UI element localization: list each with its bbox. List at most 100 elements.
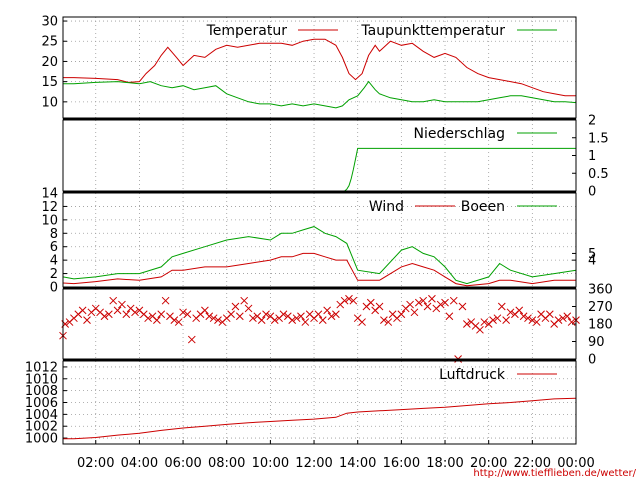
data-point	[489, 316, 497, 324]
legend-label-niederschlag: Niederschlag	[414, 126, 505, 142]
right-tick-label: 0.5	[588, 167, 609, 182]
data-point	[144, 314, 152, 323]
data-point	[380, 316, 388, 324]
data-point	[567, 318, 576, 326]
y-tick-label: 20	[41, 55, 58, 70]
data-point	[563, 312, 572, 321]
data-point	[358, 318, 366, 326]
data-point	[410, 308, 419, 317]
x-tick-label: 12:00	[295, 456, 332, 471]
x-tick-label: 08:00	[208, 456, 245, 471]
data-point	[179, 308, 187, 317]
data-point	[428, 294, 436, 303]
x-tick-label: 10:00	[252, 456, 289, 471]
x-tick-label: 00:00	[557, 456, 594, 471]
y-tick-label: 1008	[25, 384, 58, 399]
data-point	[397, 310, 406, 319]
y-tick-label: 2	[50, 267, 58, 282]
data-point	[214, 316, 222, 324]
data-point	[419, 296, 428, 305]
data-point	[231, 302, 240, 311]
data-point	[375, 302, 384, 311]
data-point	[113, 306, 122, 315]
x-tick-label: 06:00	[164, 456, 201, 471]
data-point	[279, 310, 288, 319]
legend-label-wind: Wind	[369, 199, 404, 215]
data-point	[201, 306, 209, 315]
right-tick-label: 1.5	[588, 131, 609, 146]
data-point	[532, 318, 541, 326]
data-point	[506, 308, 515, 317]
y-tick-label: 0	[50, 281, 58, 296]
data-point	[462, 320, 471, 328]
y-tick-label: 10	[41, 95, 58, 110]
x-axis: 02:00 04:00 06:00 08:00 10:00 12:00 14:00 16:00…	[77, 440, 595, 471]
y-tick-label: 1010	[25, 372, 58, 387]
data-point	[235, 312, 244, 321]
panel-temperature: 10 15 20 25 30 Temperatur Taupunkttemperatur	[41, 15, 577, 119]
data-point	[249, 314, 257, 323]
data-point	[384, 318, 393, 326]
y-tick-label: 15	[41, 75, 58, 90]
x-tick-label: 14:00	[339, 456, 376, 471]
source-url[interactable]: http://www.tiefflieben.de/wetter/	[473, 468, 636, 479]
x-tick-label: 04:00	[121, 456, 158, 471]
data-point	[524, 314, 532, 323]
data-point	[554, 316, 563, 324]
legend-label-boeen: Boeen	[461, 199, 505, 215]
y-tick-label: 1004	[25, 408, 58, 423]
data-point	[327, 312, 336, 321]
data-point	[174, 318, 183, 326]
right-tick-label: 0	[588, 185, 596, 200]
data-point	[161, 296, 170, 305]
data-point	[406, 300, 414, 309]
x-tick-label: 22:00	[514, 456, 551, 471]
y-tick-label: 8	[50, 227, 58, 242]
data-point	[153, 316, 161, 324]
data-point	[209, 314, 218, 323]
data-point	[445, 312, 454, 321]
data-point	[436, 300, 445, 309]
data-point	[423, 302, 432, 311]
data-point	[270, 316, 279, 324]
right-tick-label: 4	[588, 254, 596, 269]
y-tick-label: 1000	[25, 432, 58, 447]
data-point	[366, 298, 375, 307]
data-point	[301, 318, 310, 326]
data-point	[559, 314, 567, 323]
data-point	[519, 312, 528, 321]
data-point	[104, 310, 113, 319]
data-point	[262, 310, 270, 319]
data-point	[78, 306, 87, 315]
data-point	[497, 302, 506, 311]
y-tick-label: 6	[50, 240, 58, 255]
data-point	[244, 304, 253, 313]
right-tick-label: 270	[588, 300, 613, 315]
data-point	[340, 296, 349, 305]
data-point	[323, 306, 331, 315]
right-tick-label: 2	[588, 114, 596, 129]
series-line-wind	[62, 252, 576, 287]
right-tick-label: 180	[588, 318, 613, 333]
data-point	[449, 296, 458, 305]
data-point	[170, 316, 179, 324]
data-point	[528, 316, 537, 324]
data-point	[205, 312, 214, 321]
data-point	[122, 310, 131, 319]
right-tick-label: 0	[588, 353, 596, 368]
x-tick-label: 20:00	[470, 456, 507, 471]
data-point	[100, 312, 109, 321]
y-tick-label: 10	[41, 213, 58, 228]
data-point	[131, 308, 139, 317]
y-tick-label: 4	[50, 254, 58, 269]
y-tick-label: 25	[41, 35, 58, 50]
data-point	[227, 310, 235, 319]
series-line-luftdruck	[63, 397, 577, 440]
legend-label-luftdruck: Luftdruck	[439, 367, 506, 383]
data-point	[297, 312, 305, 321]
series-line-taupunkttemperatur	[63, 80, 577, 109]
data-point	[515, 306, 524, 315]
